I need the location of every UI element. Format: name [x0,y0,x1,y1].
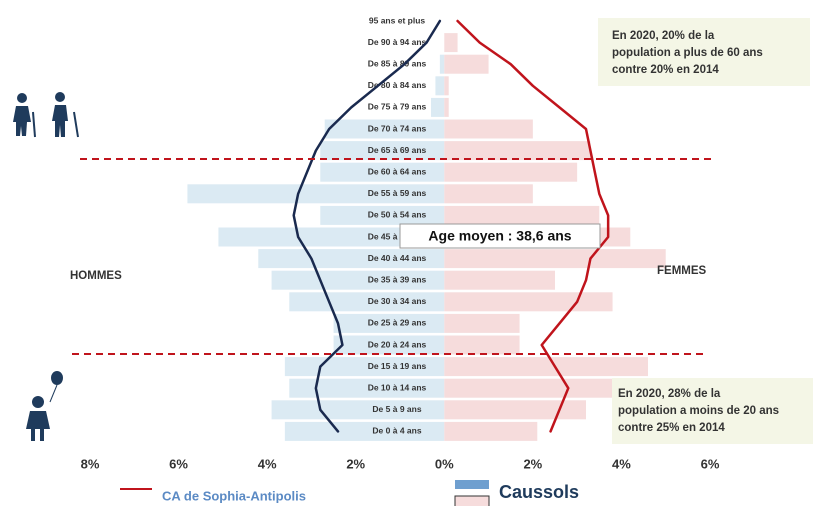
bar [444,162,578,182]
category-label: De 70 à 74 ans [368,123,427,133]
category-label: De 35 à 39 ans [368,274,427,284]
bar [218,227,445,247]
category-label: De 15 à 19 ans [368,361,427,371]
x-tick-label: 4% [258,456,277,471]
bar [444,141,591,161]
legend-label: CA de Sophia-Antipolis [162,488,306,503]
note-box [612,378,813,444]
category-label: De 65 à 69 ans [368,145,427,155]
bar [444,357,648,377]
note-text: En 2020, 28% de la [618,388,721,400]
bar [271,270,445,290]
bar [271,400,445,420]
note-text: contre 20% en 2014 [612,64,719,76]
category-label: 95 ans et plus [369,15,425,25]
category-label: De 25 à 29 ans [368,318,427,328]
bar [444,400,586,420]
category-label: De 5 à 9 ans [372,404,421,414]
child-icon [26,371,63,441]
bar [444,378,666,398]
category-label: De 75 à 79 ans [368,102,427,112]
bar [320,141,445,161]
note-text: contre 25% en 2014 [618,422,725,434]
bar [324,119,445,139]
men-label: HOMMES [70,270,122,282]
category-label: De 90 à 94 ans [368,37,427,47]
category-label: De 30 à 34 ans [368,296,427,306]
x-tick-label: 2% [346,456,365,471]
note-text: population a plus de 60 ans [612,47,763,59]
x-tick-label: 6% [701,456,720,471]
category-label: De 85 à 89 ans [368,58,427,68]
note-text: En 2020, 20% de la [612,30,715,42]
average-box [399,223,601,249]
x-tick-label: 2% [523,456,542,471]
bar [333,335,445,355]
bar [444,97,449,117]
x-tick-label: 0% [435,456,454,471]
bar [444,335,520,355]
bar [289,378,445,398]
bar [444,184,533,204]
line-series [292,19,442,433]
bar [444,313,520,333]
legend-swatch [454,495,490,506]
note-box [598,18,810,86]
category-label: De 10 à 14 ans [368,382,427,392]
bar [444,421,538,441]
women-label: FEMMES [657,265,707,277]
bar [320,162,445,182]
category-label: De 60 à 64 ans [368,166,427,176]
average-label: Age moyen : 38,6 ans [428,228,571,244]
x-tick-label: 4% [612,456,631,471]
x-tick-label: 8% [81,456,100,471]
note-text: population a moins de 20 ans [618,405,779,417]
bar [187,184,445,204]
bar [444,119,533,139]
bar [258,249,445,269]
bar [431,97,445,117]
bar [333,313,445,333]
bar [284,421,445,441]
category-label: De 55 à 59 ans [368,188,427,198]
legend-swatch [455,480,489,489]
category-label: De 80 à 84 ans [368,80,427,90]
category-label: De 0 à 4 ans [372,426,421,436]
bar [444,292,613,312]
line-series [456,19,610,433]
x-tick-label: 6% [169,456,188,471]
bar [439,54,445,74]
bar [444,249,666,269]
category-label: De 45 à 49 ans [368,231,427,241]
category-label: De 40 à 44 ans [368,253,427,263]
category-label: De 50 à 54 ans [368,210,427,220]
bar [444,33,458,53]
category-label: De 20 à 24 ans [368,339,427,349]
bar [444,205,600,225]
bar [444,76,449,96]
bar [444,270,555,290]
bar [320,205,445,225]
bar [435,76,445,96]
elderly-icon [13,92,79,138]
bar [444,54,489,74]
legend-label: Caussols [499,482,579,502]
